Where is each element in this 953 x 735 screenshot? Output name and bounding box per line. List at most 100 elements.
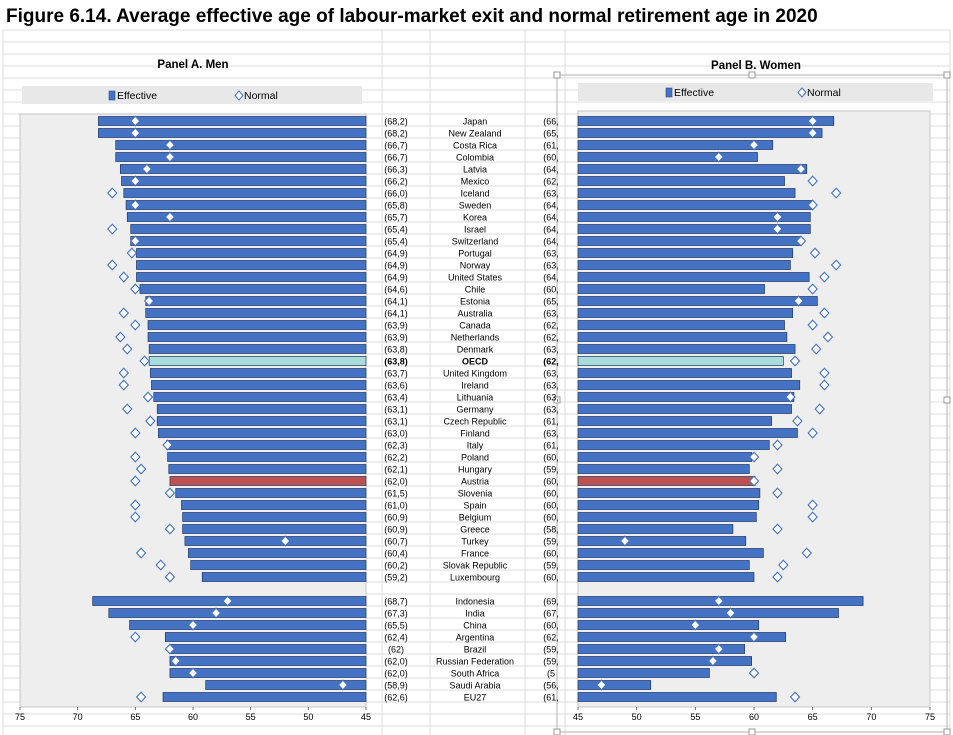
marker-normal-b-new-zealand bbox=[807, 127, 818, 139]
value-label-a-new-zealand: (68,2) bbox=[384, 129, 408, 139]
marker-normal-b-brazil bbox=[713, 643, 725, 655]
bar-effective-b-china bbox=[577, 620, 760, 630]
bar-effective-b-canada bbox=[577, 320, 785, 330]
marker-normal-a-ireland bbox=[118, 379, 130, 391]
marker-normal-a-costa-rica bbox=[164, 139, 176, 151]
bar-effective-b-luxembourg bbox=[577, 572, 755, 582]
marker-normal-a-new-zealand bbox=[130, 127, 141, 139]
marker-normal-a-chile bbox=[130, 283, 141, 295]
value-label-a-saudi-arabia: (58,9) bbox=[384, 681, 408, 691]
marker-normal-b-lithuania bbox=[785, 391, 796, 403]
figure-title: Figure 6.14. Average effective age of la… bbox=[6, 6, 818, 27]
chart-resize-handle bbox=[943, 396, 951, 404]
marker-normal-a-czech-republic bbox=[145, 415, 156, 427]
marker-normal-a-india bbox=[210, 607, 222, 619]
value-label-a-mexico: (66,2) bbox=[384, 177, 408, 187]
chart-resize-handle bbox=[553, 396, 561, 404]
bar-effective-a-belgium bbox=[182, 512, 367, 522]
value-label-b-denmark: (63, bbox=[543, 345, 559, 355]
bar-effective-b-chile bbox=[577, 284, 765, 294]
bar-effective-b-united-states bbox=[577, 272, 810, 282]
marker-normal-a-colombia bbox=[164, 151, 176, 163]
bar-effective-a-spain bbox=[181, 500, 367, 510]
bar-effective-a-portugal bbox=[136, 248, 367, 258]
marker-normal-a-korea bbox=[164, 211, 176, 223]
marker-normal-a-portugal bbox=[126, 247, 138, 259]
bar-effective-a-costa-rica bbox=[115, 140, 367, 150]
value-label-b-indonesia: (69, bbox=[543, 597, 559, 607]
marker-normal-b-czech-republic bbox=[792, 415, 803, 427]
marker-normal-a-australia bbox=[118, 307, 130, 319]
bar-effective-a-lithuania bbox=[153, 392, 367, 402]
bar-effective-a-czech-republic bbox=[156, 416, 367, 426]
value-label-a-china: (65,5) bbox=[384, 621, 408, 631]
x-tick-label-b-65: 65 bbox=[808, 712, 818, 722]
category-label-japan: Japan bbox=[463, 117, 488, 127]
value-label-a-turkey: (60,7) bbox=[384, 537, 408, 547]
bar-effective-a-latvia bbox=[119, 164, 367, 174]
value-label-b-oecd: (62, bbox=[543, 357, 559, 367]
value-label-a-slovak-republic: (60,2) bbox=[384, 561, 408, 571]
bar-effective-a-russian-federation bbox=[169, 656, 367, 666]
bar-effective-a-argentina bbox=[164, 632, 367, 642]
bar-effective-b-greece bbox=[577, 524, 734, 534]
category-label-india: India bbox=[465, 609, 485, 619]
bar-effective-b-latvia bbox=[577, 164, 808, 174]
value-label-a-sweden: (65,8) bbox=[384, 201, 408, 211]
marker-normal-b-oecd bbox=[789, 355, 801, 367]
bar-effective-a-slovak-republic bbox=[190, 560, 367, 570]
bar-effective-b-netherlands bbox=[577, 332, 788, 342]
bar-effective-a-australia bbox=[145, 308, 367, 318]
value-label-b-norway: (63, bbox=[543, 261, 559, 271]
category-label-mexico: Mexico bbox=[461, 177, 490, 187]
x-tick-label-b-60: 60 bbox=[749, 712, 759, 722]
value-label-b-ireland: (63, bbox=[543, 381, 559, 391]
marker-normal-a-denmark bbox=[122, 343, 133, 355]
bar-effective-b-russian-federation bbox=[577, 656, 753, 666]
marker-normal-b-france bbox=[801, 547, 813, 559]
category-label-denmark: Denmark bbox=[457, 345, 494, 355]
value-label-a-poland: (62,2) bbox=[384, 453, 408, 463]
panel-a-men: Panel A. Men Effective Normal 75 70 65 60 55 50 4… bbox=[15, 59, 514, 722]
marker-normal-b-norway bbox=[830, 259, 842, 271]
bar-effective-b-south-africa bbox=[577, 668, 710, 678]
value-label-b-czech-republic: (61, bbox=[543, 417, 559, 427]
marker-normal-b-austria bbox=[748, 475, 760, 487]
marker-normal-b-hungary bbox=[772, 463, 783, 475]
category-label-indonesia: Indonesia bbox=[455, 597, 494, 607]
category-label-argentina: Argentina bbox=[456, 633, 495, 643]
category-label-greece: Greece bbox=[460, 525, 490, 535]
bar-effective-b-eu27 bbox=[577, 692, 777, 702]
marker-normal-a-norway bbox=[107, 259, 118, 271]
chart-resize-handle bbox=[943, 71, 951, 79]
value-label-b-iceland: (63, bbox=[543, 189, 559, 199]
marker-normal-a-china bbox=[187, 619, 199, 631]
value-label-a-germany: (63,1) bbox=[384, 405, 408, 415]
bar-effective-b-ireland bbox=[577, 380, 801, 390]
bar-effective-b-norway bbox=[577, 260, 791, 270]
marker-normal-a-spain bbox=[130, 499, 141, 511]
bar-effective-a-new-zealand bbox=[98, 128, 367, 138]
marker-normal-b-india bbox=[725, 607, 736, 619]
value-label-b-israel: (64, bbox=[543, 225, 559, 235]
value-label-b-united-kingdom: (63, bbox=[543, 369, 559, 379]
value-label-a-india: (67,3) bbox=[384, 609, 408, 619]
marker-normal-b-denmark bbox=[810, 343, 822, 355]
marker-normal-b-spain bbox=[807, 499, 818, 511]
bar-effective-a-austria bbox=[169, 476, 367, 486]
x-tick-label-b-70: 70 bbox=[866, 712, 876, 722]
value-label-a-costa-rica: (66,7) bbox=[384, 141, 408, 151]
category-label-united-kingdom: United Kingdom bbox=[443, 369, 507, 379]
value-label-a-greece: (60,9) bbox=[384, 525, 408, 535]
value-label-a-spain: (61,0) bbox=[384, 501, 408, 511]
bar-effective-a-korea bbox=[126, 212, 367, 222]
value-label-a-estonia: (64,1) bbox=[384, 297, 408, 307]
value-label-b-australia: (63, bbox=[543, 309, 559, 319]
category-label-iceland: Iceland bbox=[460, 189, 489, 199]
panel-b-women: Panel B. Women Effective Normal 45 50 55 60 65 7… bbox=[543, 60, 951, 735]
marker-normal-b-estonia bbox=[793, 295, 804, 307]
marker-normal-a-united-states bbox=[118, 271, 130, 283]
marker-normal-b-mexico bbox=[807, 175, 818, 187]
value-label-b-chile: (60, bbox=[543, 285, 559, 295]
value-label-b-argentina: (62, bbox=[543, 633, 559, 643]
